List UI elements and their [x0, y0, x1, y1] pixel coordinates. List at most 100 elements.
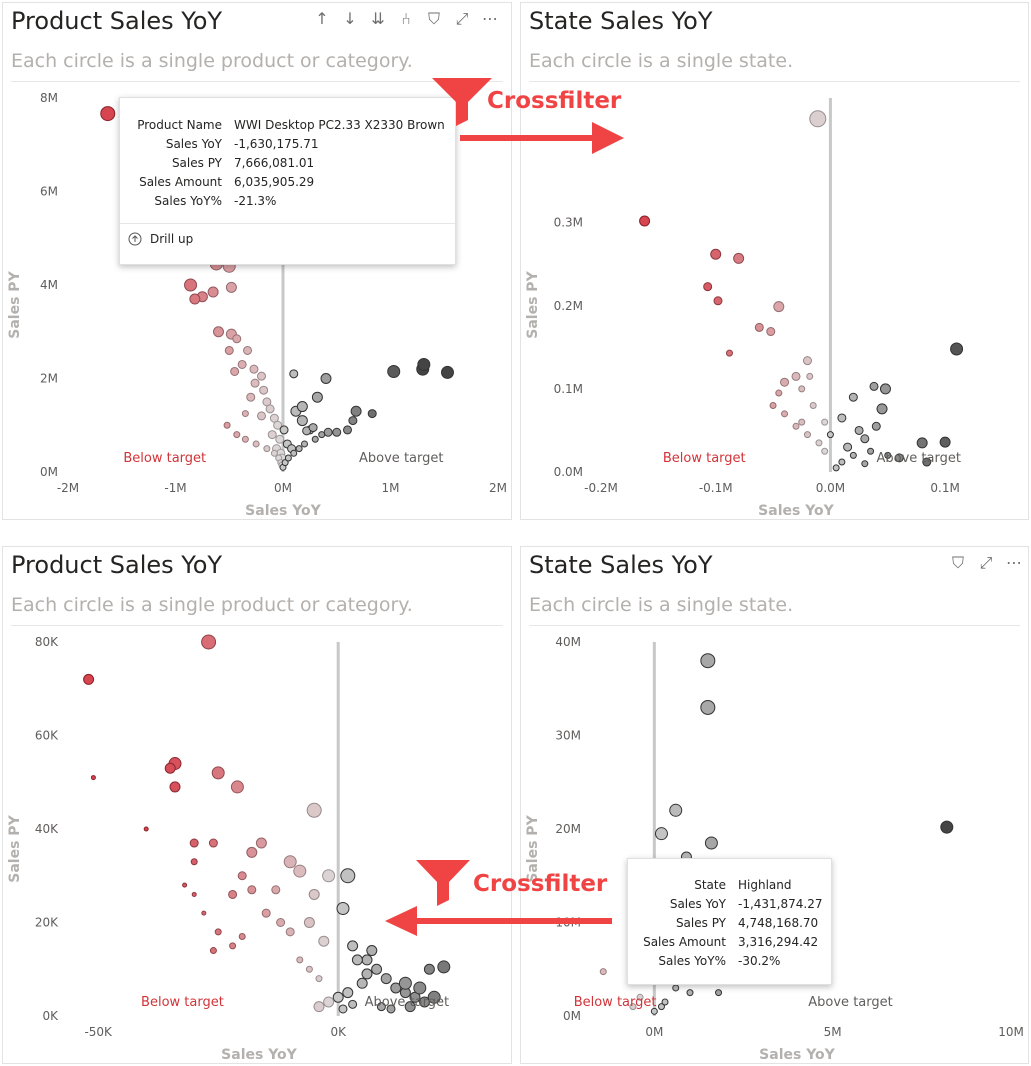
data-point — [237, 871, 247, 881]
data-point — [636, 993, 644, 1001]
chart-title: Product Sales YoY — [11, 7, 223, 35]
x-tick-label: -1M — [164, 481, 186, 495]
below-target-label: Below target — [123, 451, 206, 466]
data-point — [83, 673, 95, 685]
scatter-plot-state-top[interactable]: 0.0M 0.1M 0.2M 0.3M -0.2M -0.1M 0.0M 0.1M Sales … — [521, 3, 1030, 521]
crossfilter-label-bottom: Crossfilter — [473, 871, 608, 897]
more-options-icon[interactable]: ⋯ — [482, 9, 498, 28]
data-point — [350, 405, 362, 417]
x-tick-label: -2M — [57, 481, 79, 495]
data-point — [214, 928, 222, 936]
data-point — [343, 425, 352, 435]
data-point — [213, 326, 224, 338]
data-point — [940, 820, 954, 834]
data-point — [404, 1001, 416, 1013]
data-point — [271, 885, 281, 895]
data-point — [267, 430, 277, 440]
data-point — [252, 440, 260, 448]
data-point — [143, 826, 149, 832]
data-point — [843, 442, 853, 452]
data-point — [332, 991, 344, 1003]
data-point — [869, 381, 879, 391]
data-point — [225, 281, 237, 293]
data-point — [710, 248, 722, 260]
data-point — [871, 421, 881, 431]
data-point — [336, 901, 350, 915]
tooltip-value: -1,630,175.71 — [234, 137, 319, 151]
tooltip-value: -21.3% — [234, 194, 277, 208]
y-tick-label: 2M — [40, 372, 58, 386]
x-tick-label: 0M — [645, 1025, 663, 1039]
data-point — [654, 827, 668, 841]
focus-mode-icon[interactable]: ⤢ — [455, 9, 469, 28]
data-point — [809, 110, 827, 128]
data-point — [386, 1004, 396, 1014]
data-point — [90, 775, 96, 781]
more-options-icon[interactable]: ⋯ — [1006, 553, 1022, 572]
data-point — [261, 908, 271, 918]
data-point — [809, 402, 817, 410]
data-point — [342, 987, 354, 999]
data-point — [323, 996, 335, 1008]
chart-subtitle: Each circle is a single product or categ… — [11, 50, 413, 72]
y-tick-label: 0.2M — [554, 299, 583, 313]
data-point — [876, 403, 888, 415]
expand-hierarchy-icon[interactable]: ⑃ — [401, 9, 411, 28]
arrow-up-icon[interactable]: ↑ — [315, 9, 329, 28]
data-point — [315, 975, 323, 983]
drill-up-button[interactable]: Drill up — [120, 232, 455, 246]
tooltip-key: Sales YoY% — [658, 954, 726, 968]
x-tick-label: -0.1M — [699, 481, 733, 495]
tooltip-value: -1,431,874.27 — [738, 897, 823, 911]
data-point — [276, 918, 286, 927]
data-point — [284, 454, 292, 462]
arrow-down-icon[interactable]: ↓ — [343, 9, 357, 28]
data-point — [437, 960, 451, 974]
data-point — [275, 434, 285, 444]
filter-icon[interactable]: ⛉ — [427, 9, 440, 28]
tooltip-key: Sales PY — [675, 916, 726, 930]
y-tick-label: 40K — [35, 822, 59, 836]
focus-mode-icon[interactable]: ⤢ — [979, 553, 993, 572]
data-point — [249, 364, 259, 374]
y-tick-label: 60K — [35, 729, 59, 743]
data-point — [390, 982, 402, 994]
filter-icon[interactable]: ⛉ — [951, 553, 964, 572]
data-point — [189, 838, 199, 848]
data-point — [419, 996, 431, 1008]
x-tick-label: 2M — [489, 481, 507, 495]
data-point — [780, 377, 790, 387]
data-point — [283, 855, 297, 869]
data-point — [766, 327, 776, 337]
data-point — [837, 413, 847, 423]
data-point — [340, 868, 356, 884]
chart-title: State Sales YoY — [529, 7, 713, 35]
data-point — [387, 364, 401, 378]
data-point — [361, 954, 373, 966]
tooltip-value: 6,035,905.29 — [234, 175, 315, 189]
data-point — [293, 864, 307, 878]
data-point — [798, 418, 806, 426]
tooltip-key: Sales Amount — [139, 175, 222, 189]
data-point — [211, 766, 225, 780]
data-point — [361, 968, 373, 980]
double-arrow-down-icon[interactable]: ⇊ — [371, 9, 385, 28]
data-point — [209, 947, 217, 955]
data-point — [228, 889, 238, 899]
data-point — [332, 427, 342, 437]
data-point — [306, 802, 322, 818]
data-point — [347, 940, 359, 952]
data-point — [916, 437, 928, 449]
data-point — [366, 945, 378, 957]
scatter-plot-product-top[interactable]: 0M 2M 4M 6M 8M -2M -1M 0M 1M 2M Sales YoY Sales PY B… — [3, 3, 513, 521]
chart-title: Product Sales YoY — [11, 551, 223, 579]
data-point — [657, 1003, 665, 1011]
data-point — [700, 699, 716, 715]
data-point — [257, 371, 266, 381]
data-point — [207, 286, 219, 298]
scatter-plot-state-bottom[interactable]: 0M 10M 20M 30M 40M 0M 5M 10M Sales YoY Sales PY Be… — [521, 547, 1030, 1065]
y-axis-title: Sales PY — [7, 270, 23, 338]
data-point — [290, 449, 298, 457]
scatter-plot-product-bottom[interactable]: 0K 20K 40K 60K 80K -50K 0K Sales YoY Sales PY Bel… — [3, 547, 513, 1065]
tooltip-row: Sales YoY% -21.3% — [120, 192, 455, 211]
